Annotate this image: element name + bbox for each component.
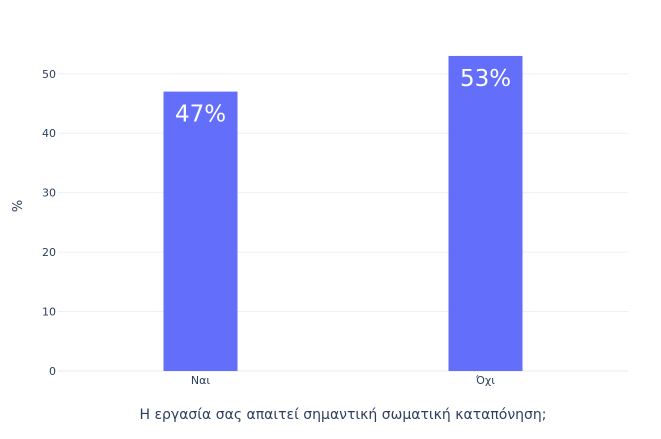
y-tick-label: 10 <box>42 306 56 319</box>
bar-data-label: 53% <box>460 66 511 92</box>
y-tick-label: 20 <box>42 246 56 259</box>
bars: 47% 53% <box>163 55 523 371</box>
x-axis-title: Η εργασία σας απαιτεί σημαντική σωματική… <box>139 407 546 423</box>
bar-2 <box>448 55 523 371</box>
y-tick-label: 40 <box>42 127 56 140</box>
x-tick-label: Όχι <box>475 374 495 387</box>
gridlines <box>58 73 628 372</box>
x-tick-label: Ναι <box>191 374 210 387</box>
bar-1 <box>163 91 238 371</box>
y-tick-label: 0 <box>49 365 56 378</box>
y-tick-label: 30 <box>42 187 56 200</box>
y-tick-labels: 0 10 20 30 40 50 <box>42 68 56 378</box>
x-tick-labels: Ναι Όχι <box>191 374 495 387</box>
y-tick-label: 50 <box>42 68 56 81</box>
bar-data-label: 47% <box>175 102 226 128</box>
y-axis-title: % <box>11 200 26 212</box>
